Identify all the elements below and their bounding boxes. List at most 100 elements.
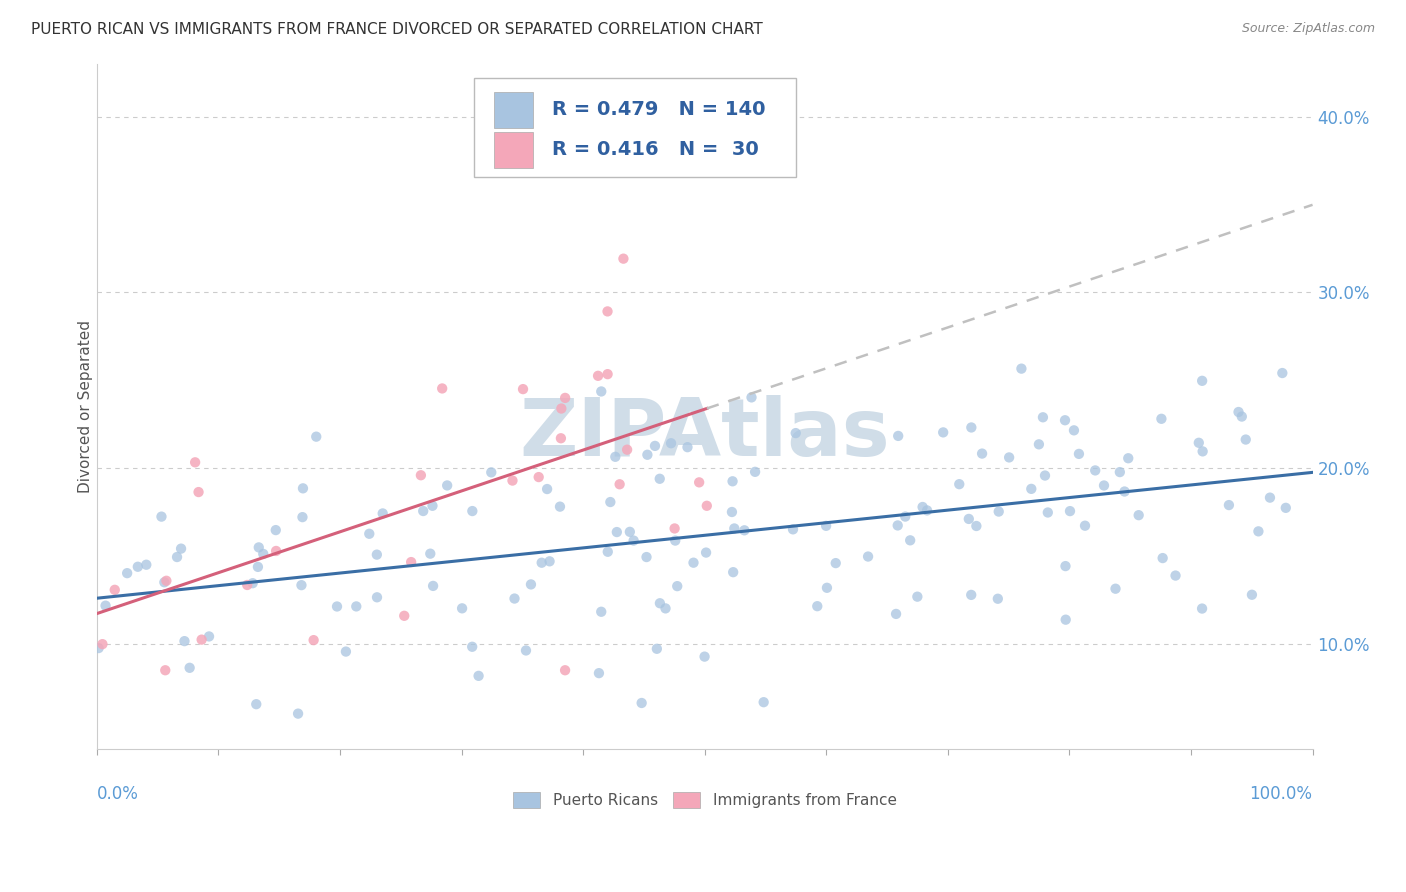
Point	[1010, 361, 1032, 376]
Point	[741, 391, 763, 405]
Point	[606, 524, 628, 539]
Text: PUERTO RICAN VS IMMIGRANTS FROM FRANCE DIVORCED OR SEPARATED CORRELATION CHART: PUERTO RICAN VS IMMIGRANTS FROM FRANCE D…	[31, 22, 762, 37]
Point	[1054, 613, 1077, 627]
Point	[676, 440, 699, 454]
Point	[290, 578, 312, 592]
Point	[515, 643, 537, 657]
Point	[252, 547, 274, 561]
Point	[467, 669, 489, 683]
Point	[422, 499, 444, 513]
Point	[586, 368, 609, 383]
Point	[898, 533, 921, 548]
Point	[291, 510, 314, 524]
Point	[91, 637, 114, 651]
Point	[419, 547, 441, 561]
Point	[752, 695, 775, 709]
Point	[664, 533, 686, 548]
Point	[530, 556, 553, 570]
Point	[884, 607, 907, 621]
Point	[596, 545, 619, 559]
Point	[915, 503, 938, 517]
Point	[198, 630, 221, 644]
Point	[886, 518, 908, 533]
Point	[527, 470, 550, 484]
Point	[87, 641, 110, 656]
Point	[1054, 559, 1077, 574]
Point	[630, 696, 652, 710]
Point	[1247, 524, 1270, 539]
FancyBboxPatch shape	[495, 132, 533, 168]
Y-axis label: Divorced or Separated: Divorced or Separated	[79, 320, 93, 493]
Point	[436, 478, 458, 492]
Point	[554, 391, 576, 405]
Point	[1074, 518, 1097, 533]
Point	[664, 521, 686, 535]
Point	[721, 565, 744, 579]
Point	[905, 590, 928, 604]
Point	[645, 641, 668, 656]
Point	[612, 252, 634, 266]
Point	[359, 526, 381, 541]
Point	[451, 601, 474, 615]
Point	[588, 666, 610, 681]
Text: R = 0.479   N = 140: R = 0.479 N = 140	[551, 101, 765, 120]
Point	[245, 697, 267, 711]
Point	[960, 588, 983, 602]
Point	[1152, 551, 1174, 566]
Point	[1191, 444, 1213, 458]
Point	[970, 447, 993, 461]
Point	[104, 582, 127, 597]
Point	[170, 541, 193, 556]
Point	[616, 442, 638, 457]
Point	[394, 608, 416, 623]
Point	[596, 367, 619, 381]
Point	[264, 523, 287, 537]
Point	[150, 509, 173, 524]
Point	[155, 574, 177, 588]
Point	[965, 519, 987, 533]
Point	[609, 477, 631, 491]
Point	[1188, 435, 1211, 450]
Text: R = 0.416   N =  30: R = 0.416 N = 30	[551, 140, 758, 159]
Point	[648, 596, 671, 610]
Point	[723, 521, 745, 535]
Point	[1234, 433, 1257, 447]
Point	[501, 474, 523, 488]
Point	[824, 556, 846, 570]
Point	[344, 599, 367, 614]
Point	[695, 545, 717, 559]
Point	[520, 577, 543, 591]
Point	[659, 436, 682, 450]
Point	[591, 605, 613, 619]
Point	[399, 555, 422, 569]
Point	[94, 599, 117, 613]
Point	[1116, 451, 1139, 466]
Point	[305, 430, 328, 444]
Point	[599, 495, 621, 509]
Point	[430, 381, 453, 395]
Point	[1218, 498, 1240, 512]
Point	[1114, 484, 1136, 499]
Point	[721, 505, 744, 519]
Point	[190, 632, 212, 647]
Point	[1059, 504, 1081, 518]
Point	[1230, 409, 1253, 424]
Point	[644, 439, 666, 453]
Point	[733, 524, 755, 538]
Point	[744, 465, 766, 479]
Point	[1275, 500, 1298, 515]
Point	[187, 485, 209, 500]
Point	[1063, 423, 1085, 437]
Point	[548, 500, 571, 514]
Point	[1104, 582, 1126, 596]
Text: ZIPAtlas: ZIPAtlas	[519, 395, 890, 473]
Point	[247, 541, 270, 555]
Point	[636, 550, 658, 565]
Point	[1053, 413, 1076, 427]
Point	[815, 581, 838, 595]
Point	[1150, 412, 1173, 426]
FancyBboxPatch shape	[495, 92, 533, 128]
Point	[623, 533, 645, 548]
Point	[887, 429, 910, 443]
Point	[1036, 506, 1059, 520]
